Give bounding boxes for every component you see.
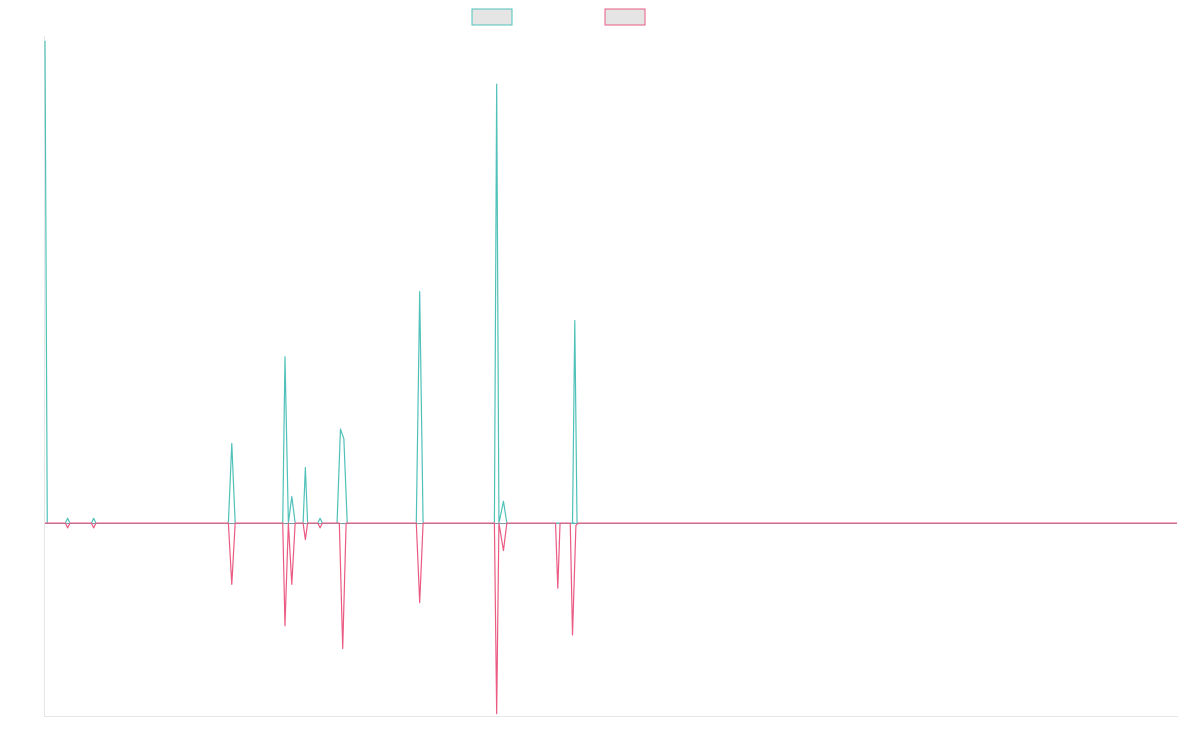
legend[interactable] bbox=[471, 8, 646, 26]
legend-swatch-series-b[interactable] bbox=[604, 8, 646, 26]
series-line-a bbox=[44, 40, 1177, 524]
legend-swatch-series-a[interactable] bbox=[471, 8, 513, 26]
plot-area bbox=[44, 40, 1177, 715]
series-line-b bbox=[45, 522, 1177, 715]
